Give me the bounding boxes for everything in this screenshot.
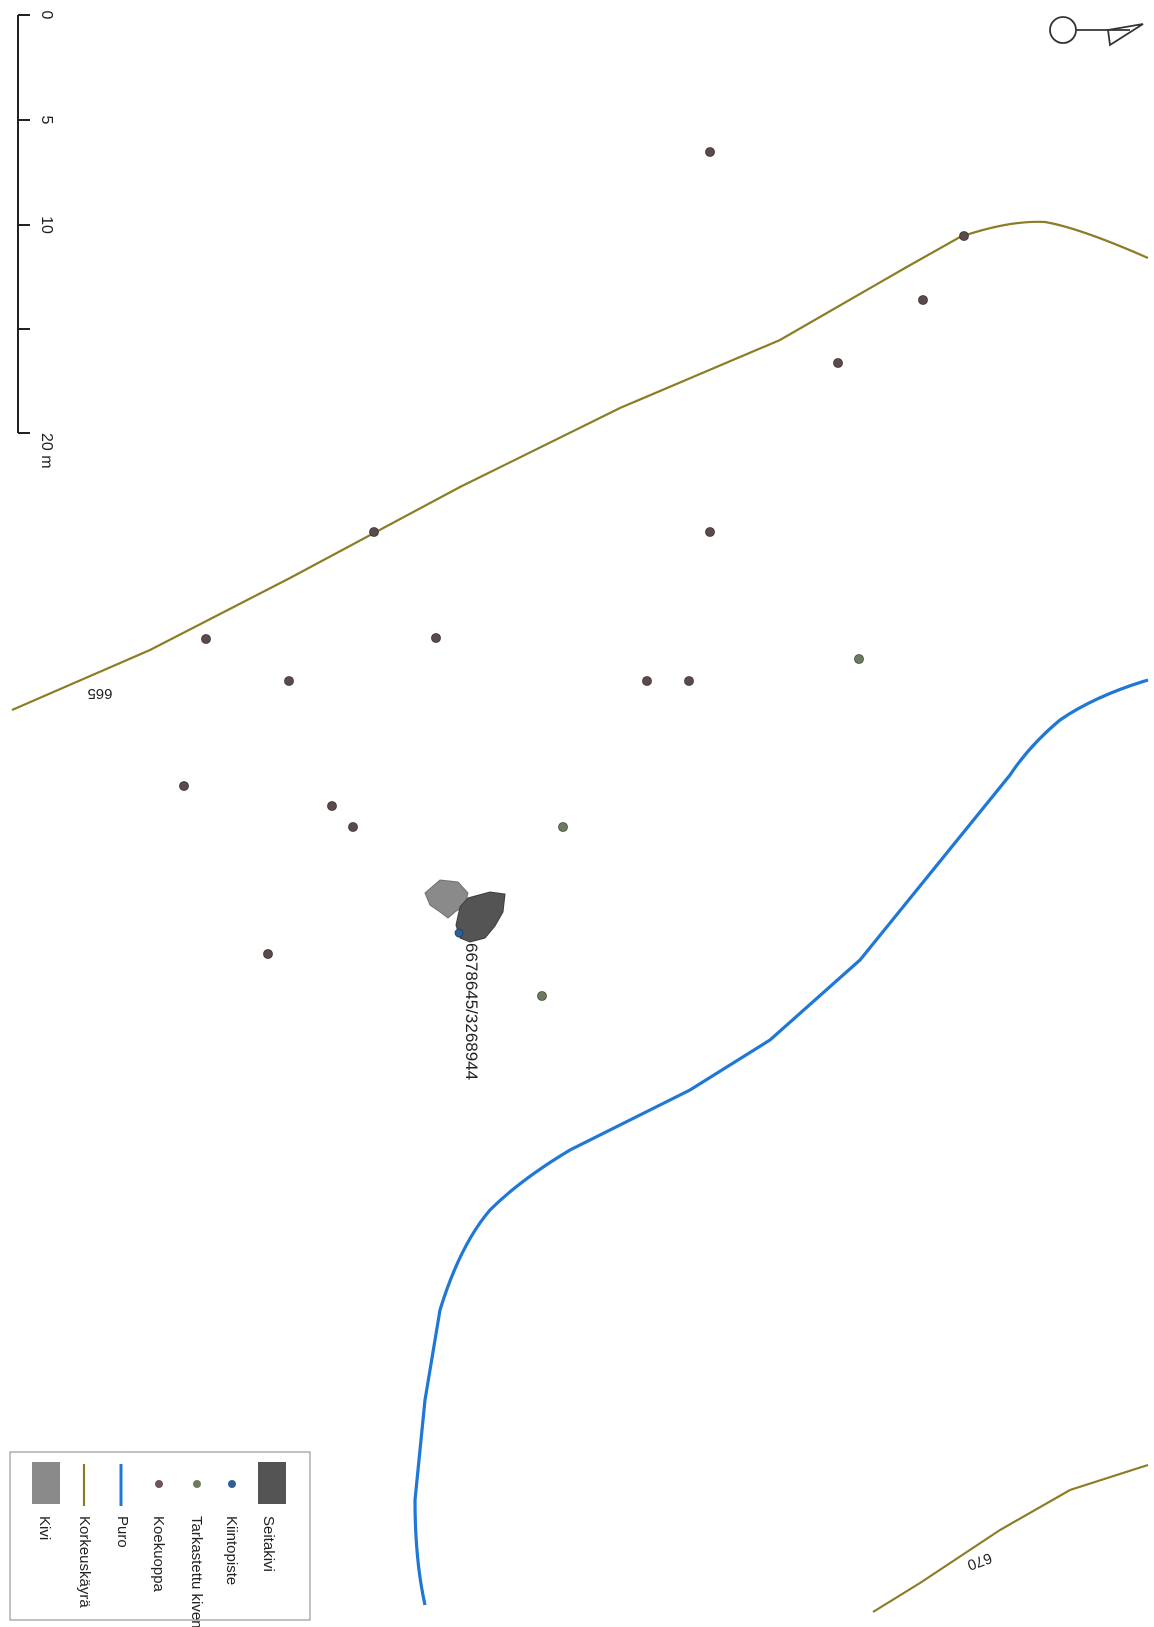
contour-label-665: 665	[87, 685, 112, 702]
koekuoppa-point	[263, 949, 273, 959]
contour-label-670: 670	[965, 1549, 994, 1574]
kivenkolo-dot-icon	[193, 1480, 201, 1488]
koekuoppa-point	[833, 358, 843, 368]
koekuoppa-point	[179, 781, 189, 791]
legend-label-puro: Puro	[114, 1516, 131, 1548]
koekuoppa-point	[705, 527, 715, 537]
legend-label-kivenkolo: Tarkastettu kivenkolo	[188, 1516, 205, 1627]
kivenkolo-point	[537, 991, 547, 1001]
north-arrow-icon	[1049, 16, 1144, 47]
legend-label-kivi: Kivi	[36, 1516, 53, 1540]
kivenkolo-point	[558, 822, 568, 832]
legend: Seitakivi Kiintopiste Tarkastettu kivenk…	[9, 1451, 311, 1627]
legend-label-seitakivi: Seitakivi	[260, 1516, 277, 1572]
scale-tick-20m: 20 m	[38, 433, 55, 469]
koekuoppa-point	[431, 633, 441, 643]
kiintopiste-point	[454, 928, 464, 938]
scale-tick-0: 0	[38, 11, 55, 20]
kivi-swatch-icon	[32, 1462, 60, 1504]
koekuoppa-point	[348, 822, 358, 832]
scale-bar: 0 5 10 20 m	[17, 11, 55, 469]
koekuoppa-point	[705, 147, 715, 157]
scale-tick-5: 5	[38, 116, 55, 125]
kivenkolo-point	[854, 654, 864, 664]
fixed-point-coordinate-label: 6678645/3268944	[462, 943, 481, 1080]
stream-puro	[413, 678, 1149, 1606]
koekuoppa-point	[369, 527, 379, 537]
koekuoppa-point	[327, 801, 337, 811]
legend-label-korkeuskayra: Korkeuskäyrä	[76, 1516, 93, 1608]
legend-label-kiintopiste: Kiintopiste	[223, 1516, 240, 1585]
koekuoppa-point	[684, 676, 694, 686]
legend-label-koekuoppa: Koekuoppa	[150, 1516, 167, 1593]
koekuoppa-point	[642, 676, 652, 686]
scale-tick-10: 10	[38, 216, 55, 234]
koekuoppa-dot-icon	[155, 1480, 163, 1488]
contour-665	[11, 220, 1149, 712]
kiintopiste-dot-icon	[228, 1480, 236, 1488]
koekuoppa-points	[179, 147, 969, 959]
koekuoppa-point	[918, 295, 928, 305]
seitakivi-swatch-icon	[258, 1462, 286, 1504]
koekuoppa-point	[959, 231, 969, 241]
contour-670	[872, 1463, 1149, 1613]
koekuoppa-point	[284, 676, 294, 686]
koekuoppa-point	[201, 634, 211, 644]
kivenkolo-points	[537, 654, 864, 1001]
